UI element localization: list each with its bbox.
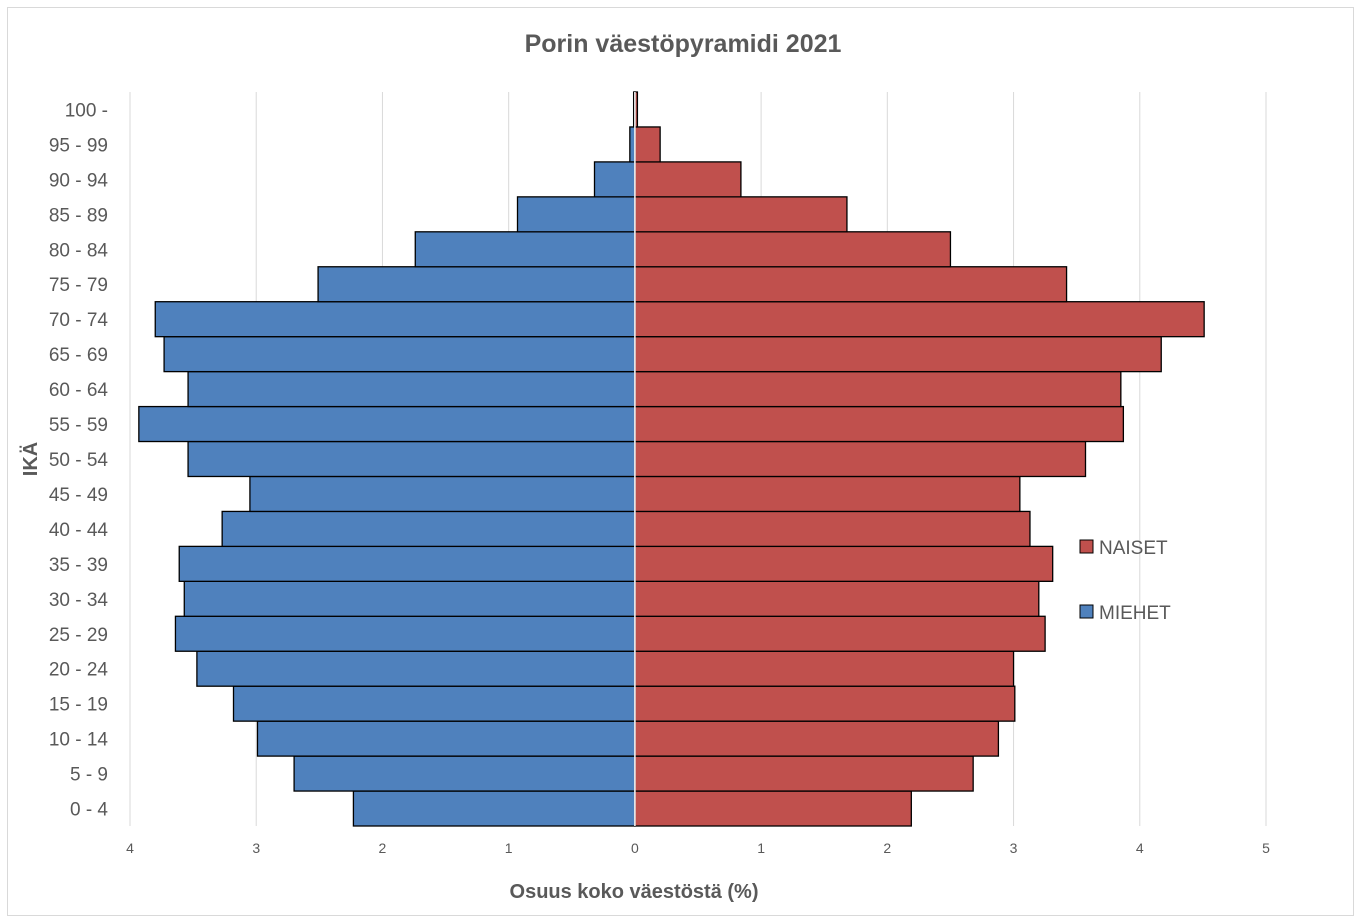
bars xyxy=(138,91,1205,827)
bar-naiset xyxy=(634,231,952,268)
y-tick-label: 25 - 29 xyxy=(49,625,108,646)
x-tick-label: 0 xyxy=(631,840,639,856)
bar-naiset xyxy=(634,790,912,827)
legend-label-naiset: NAISET xyxy=(1099,538,1168,559)
bar-miehet xyxy=(352,790,636,827)
bar-naiset xyxy=(634,301,1205,338)
y-tick-label: 20 - 24 xyxy=(49,660,109,681)
bar-naiset xyxy=(634,196,848,233)
y-tick-label: 55 - 59 xyxy=(49,415,108,436)
bar-naiset xyxy=(634,510,1031,548)
y-tick-label: 10 - 14 xyxy=(49,730,109,751)
bar-miehet xyxy=(516,196,636,233)
x-axis-title: Osuus koko väestöstä (%) xyxy=(510,881,759,903)
bar-naiset xyxy=(634,650,1015,687)
x-tick-label: 2 xyxy=(883,840,891,856)
y-tick-label: 5 - 9 xyxy=(70,765,108,786)
bar-miehet xyxy=(187,370,636,408)
y-tick-label: 15 - 19 xyxy=(49,695,108,716)
bar-naiset xyxy=(634,755,974,792)
y-tick-label: 70 - 74 xyxy=(49,310,109,331)
bar-miehet xyxy=(174,615,636,652)
legend-label-miehet: MIEHET xyxy=(1099,603,1171,624)
bar-miehet xyxy=(138,405,636,443)
x-tick-label: 1 xyxy=(505,840,513,856)
y-tick-label: 100 - xyxy=(65,100,108,121)
bar-naiset xyxy=(634,615,1046,652)
legend: NAISET MIEHET xyxy=(1079,538,1171,624)
bar-naiset xyxy=(634,685,1016,722)
y-tick-label: 95 - 99 xyxy=(49,135,108,156)
bar-miehet xyxy=(196,650,636,687)
bar-naiset xyxy=(634,266,1068,303)
x-tick-labels: 4 3 2 1 0 1 2 3 4 5 xyxy=(126,840,1270,856)
y-tick-label: 60 - 64 xyxy=(49,380,109,401)
y-tick-label: 90 - 94 xyxy=(49,170,109,191)
y-tick-label: 65 - 69 xyxy=(49,345,108,366)
bar-miehet xyxy=(414,231,636,268)
bar-miehet xyxy=(221,510,636,548)
bar-miehet xyxy=(232,685,636,722)
bar-naiset xyxy=(634,545,1054,582)
x-tick-label: 4 xyxy=(126,840,134,856)
y-tick-label: 35 - 39 xyxy=(49,555,108,576)
y-tick-label: 0 - 4 xyxy=(70,800,108,821)
bar-miehet xyxy=(317,266,636,303)
x-tick-label: 5 xyxy=(1262,840,1270,856)
y-tick-label: 45 - 49 xyxy=(49,485,108,506)
y-tick-label: 75 - 79 xyxy=(49,275,108,296)
bar-miehet xyxy=(249,475,636,513)
bar-miehet xyxy=(183,580,636,617)
bar-naiset xyxy=(634,405,1125,443)
x-tick-label: 3 xyxy=(252,840,260,856)
chart-title: Porin väestöpyramidi 2021 xyxy=(525,30,842,58)
bar-naiset xyxy=(634,580,1040,617)
legend-swatch-miehet xyxy=(1079,604,1094,619)
bar-naiset xyxy=(634,370,1122,408)
bar-miehet xyxy=(154,301,636,338)
bar-naiset xyxy=(634,336,1162,373)
bar-naiset xyxy=(634,161,742,198)
bar-naiset xyxy=(634,126,661,163)
bar-miehet xyxy=(629,126,636,163)
x-tick-label: 3 xyxy=(1010,840,1018,856)
x-tick-label: 1 xyxy=(757,840,765,856)
y-axis-title: IKÄ xyxy=(19,442,42,476)
bar-naiset xyxy=(634,440,1087,478)
bar-naiset xyxy=(634,475,1021,513)
legend-swatch-naiset xyxy=(1079,539,1094,554)
y-tick-label: 40 - 44 xyxy=(49,520,109,541)
y-tick-label: 85 - 89 xyxy=(49,205,108,226)
y-tick-label: 30 - 34 xyxy=(49,590,109,611)
bar-naiset xyxy=(634,720,1000,757)
bar-miehet xyxy=(187,440,636,478)
x-tick-label: 2 xyxy=(379,840,387,856)
bar-miehet xyxy=(593,161,636,198)
y-tick-labels: 0 - 4 5 - 9 10 - 14 15 - 19 20 - 24 25 - 29 30… xyxy=(49,100,109,820)
y-tick-label: 50 - 54 xyxy=(49,450,109,471)
x-tick-label: 4 xyxy=(1136,840,1144,856)
bar-miehet xyxy=(293,755,636,792)
bar-miehet xyxy=(178,545,636,582)
bar-miehet xyxy=(163,336,636,373)
bar-miehet xyxy=(256,720,636,757)
y-tick-label: 80 - 84 xyxy=(49,240,109,261)
